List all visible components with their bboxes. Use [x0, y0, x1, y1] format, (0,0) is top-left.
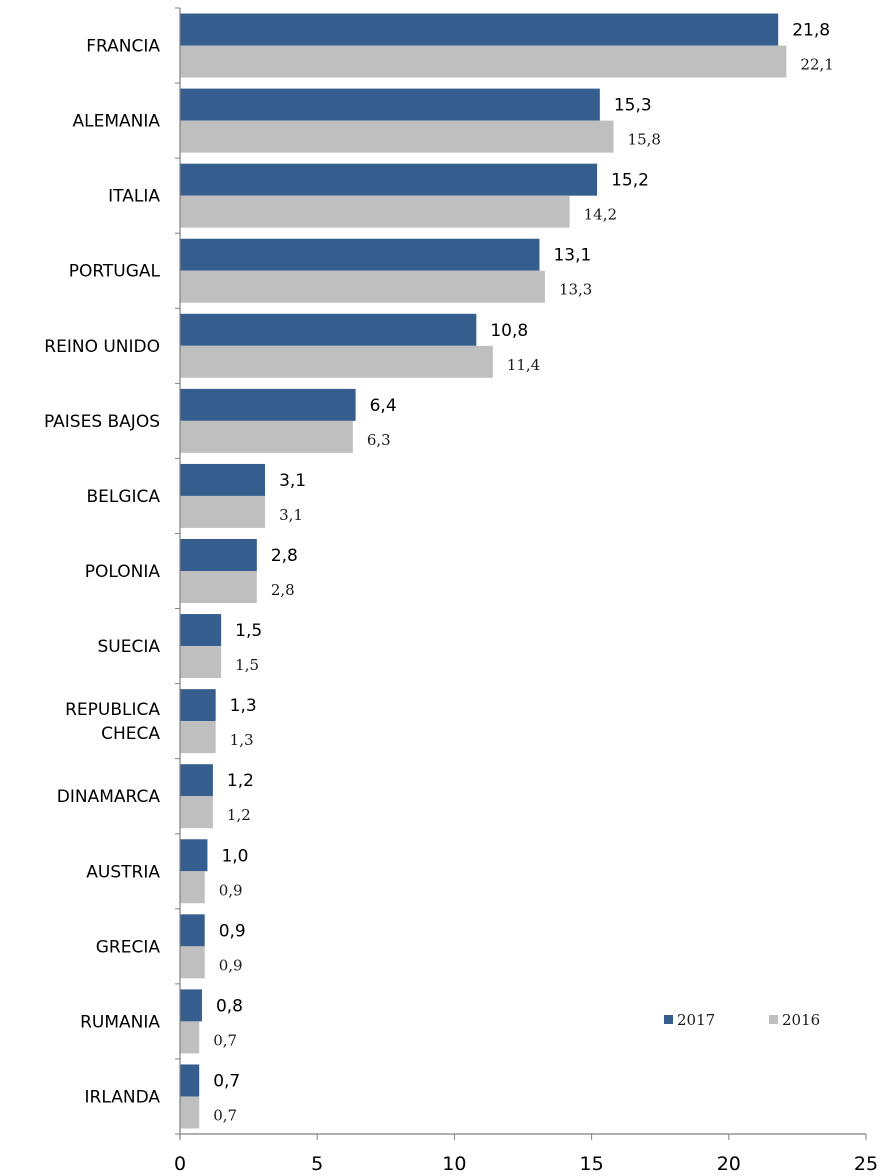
data-label-2016: 6,3: [367, 431, 391, 449]
category-label: FRANCIA: [86, 37, 160, 57]
bar-2016: [180, 270, 545, 303]
category-label: IRLANDA: [85, 1087, 161, 1107]
category-label: PORTUGAL: [69, 262, 161, 282]
bar-2016: [180, 120, 614, 153]
data-label-2017: 15,2: [611, 171, 649, 191]
category-labels-group: FRANCIA ALEMANIA ITALIA PORTUGAL REINO UNIDO…: [44, 37, 161, 1108]
category-label: REPUBLICA: [65, 700, 160, 720]
data-label-2016: 13,3: [559, 281, 592, 299]
category-label: ITALIA: [108, 187, 160, 207]
category-label: PAISES BAJOS: [44, 412, 160, 432]
data-label-2017: 1,5: [235, 621, 262, 641]
data-label-2016: 3,1: [279, 506, 303, 524]
legend-swatch-2016: [769, 1015, 778, 1024]
bar-2016: [180, 1021, 200, 1054]
bar-2016: [180, 796, 213, 829]
x-tick-label: 10: [442, 1153, 466, 1175]
legend-label-2016: 2016: [782, 1011, 820, 1029]
bar-2016: [180, 420, 353, 453]
category-label: REINO UNIDO: [44, 337, 160, 357]
data-label-2017: 1,0: [221, 846, 248, 866]
data-label-2017: 0,8: [216, 996, 243, 1016]
category-label: CHECA: [101, 724, 160, 744]
data-label-2016: 1,2: [227, 806, 251, 824]
bar-2017: [180, 689, 216, 722]
data-label-2016: 1,3: [230, 731, 254, 749]
bar-2017: [180, 313, 477, 346]
bar-2017: [180, 163, 598, 196]
bar-2016: [180, 571, 257, 603]
data-label-2017: 3,1: [279, 471, 306, 491]
axes-group: 0 5 10 15 20 25: [174, 7, 878, 1175]
bar-2016: [180, 45, 787, 78]
data-label-2016: 22,1: [800, 56, 833, 74]
value-labels-group: 21,8 22,1 15,3 15,8 15,2 14,2 13,1 13,3 10,8 11,4…: [213, 21, 834, 1125]
x-tick-label: 5: [311, 1153, 323, 1175]
bar-2016: [180, 946, 205, 979]
data-label-2017: 1,2: [227, 771, 254, 791]
data-label-2017: 2,8: [271, 546, 298, 566]
legend-swatch-2017: [664, 1015, 673, 1024]
category-label: AUSTRIA: [86, 862, 160, 882]
data-label-2016: 0,9: [219, 956, 243, 974]
category-label: RUMANIA: [80, 1012, 160, 1032]
x-tick-label: 25: [854, 1153, 878, 1175]
bar-2017: [180, 764, 213, 797]
data-label-2016: 0,7: [213, 1106, 237, 1124]
data-label-2017: 1,3: [230, 696, 257, 716]
data-label-2016: 15,8: [628, 131, 661, 149]
x-tick-label: 20: [717, 1153, 741, 1175]
bar-2017: [180, 388, 356, 421]
bar-2017: [180, 539, 257, 571]
bar-2017: [180, 463, 266, 496]
data-label-2017: 6,4: [370, 396, 397, 416]
category-label: SUECIA: [98, 637, 161, 657]
bar-2017: [180, 839, 208, 872]
category-label: ALEMANIA: [73, 112, 161, 132]
category-label: BELGICA: [86, 487, 160, 507]
bar-2016: [180, 495, 266, 528]
bar-2016: [180, 646, 222, 679]
data-label-2017: 15,3: [614, 96, 652, 116]
bar-2017: [180, 989, 202, 1022]
bar-2016: [180, 871, 205, 904]
data-label-2016: 1,5: [235, 656, 259, 674]
category-label: POLONIA: [85, 562, 161, 582]
bar-2016: [180, 195, 570, 228]
bar-2017: [180, 238, 540, 271]
bars-group: [180, 13, 787, 1129]
data-label-2017: 13,1: [553, 246, 591, 266]
data-label-2016: 0,7: [213, 1031, 237, 1049]
data-label-2017: 0,7: [213, 1071, 240, 1091]
bar-2017: [180, 88, 600, 121]
data-label-2017: 21,8: [792, 21, 830, 41]
x-tick-label: 0: [174, 1153, 186, 1175]
bar-2017: [180, 914, 205, 947]
bar-2017: [180, 13, 779, 46]
legend-label-2017: 2017: [677, 1011, 715, 1029]
x-tick-label: 15: [580, 1153, 604, 1175]
bar-2017: [180, 1064, 200, 1097]
legend: 2017 2016: [664, 1011, 820, 1029]
data-label-2017: 10,8: [490, 321, 528, 341]
category-label: GRECIA: [96, 937, 161, 957]
bar-2017: [180, 614, 222, 647]
data-label-2016: 0,9: [219, 881, 243, 899]
bar-2016: [180, 1096, 200, 1129]
data-label-2016: 2,8: [271, 581, 295, 599]
data-label-2016: 14,2: [584, 206, 617, 224]
category-label: DINAMARCA: [57, 787, 161, 807]
bar-2016: [180, 721, 216, 754]
data-label-2017: 0,9: [219, 921, 246, 941]
bar-2016: [180, 345, 493, 378]
data-label-2016: 11,4: [507, 356, 540, 374]
